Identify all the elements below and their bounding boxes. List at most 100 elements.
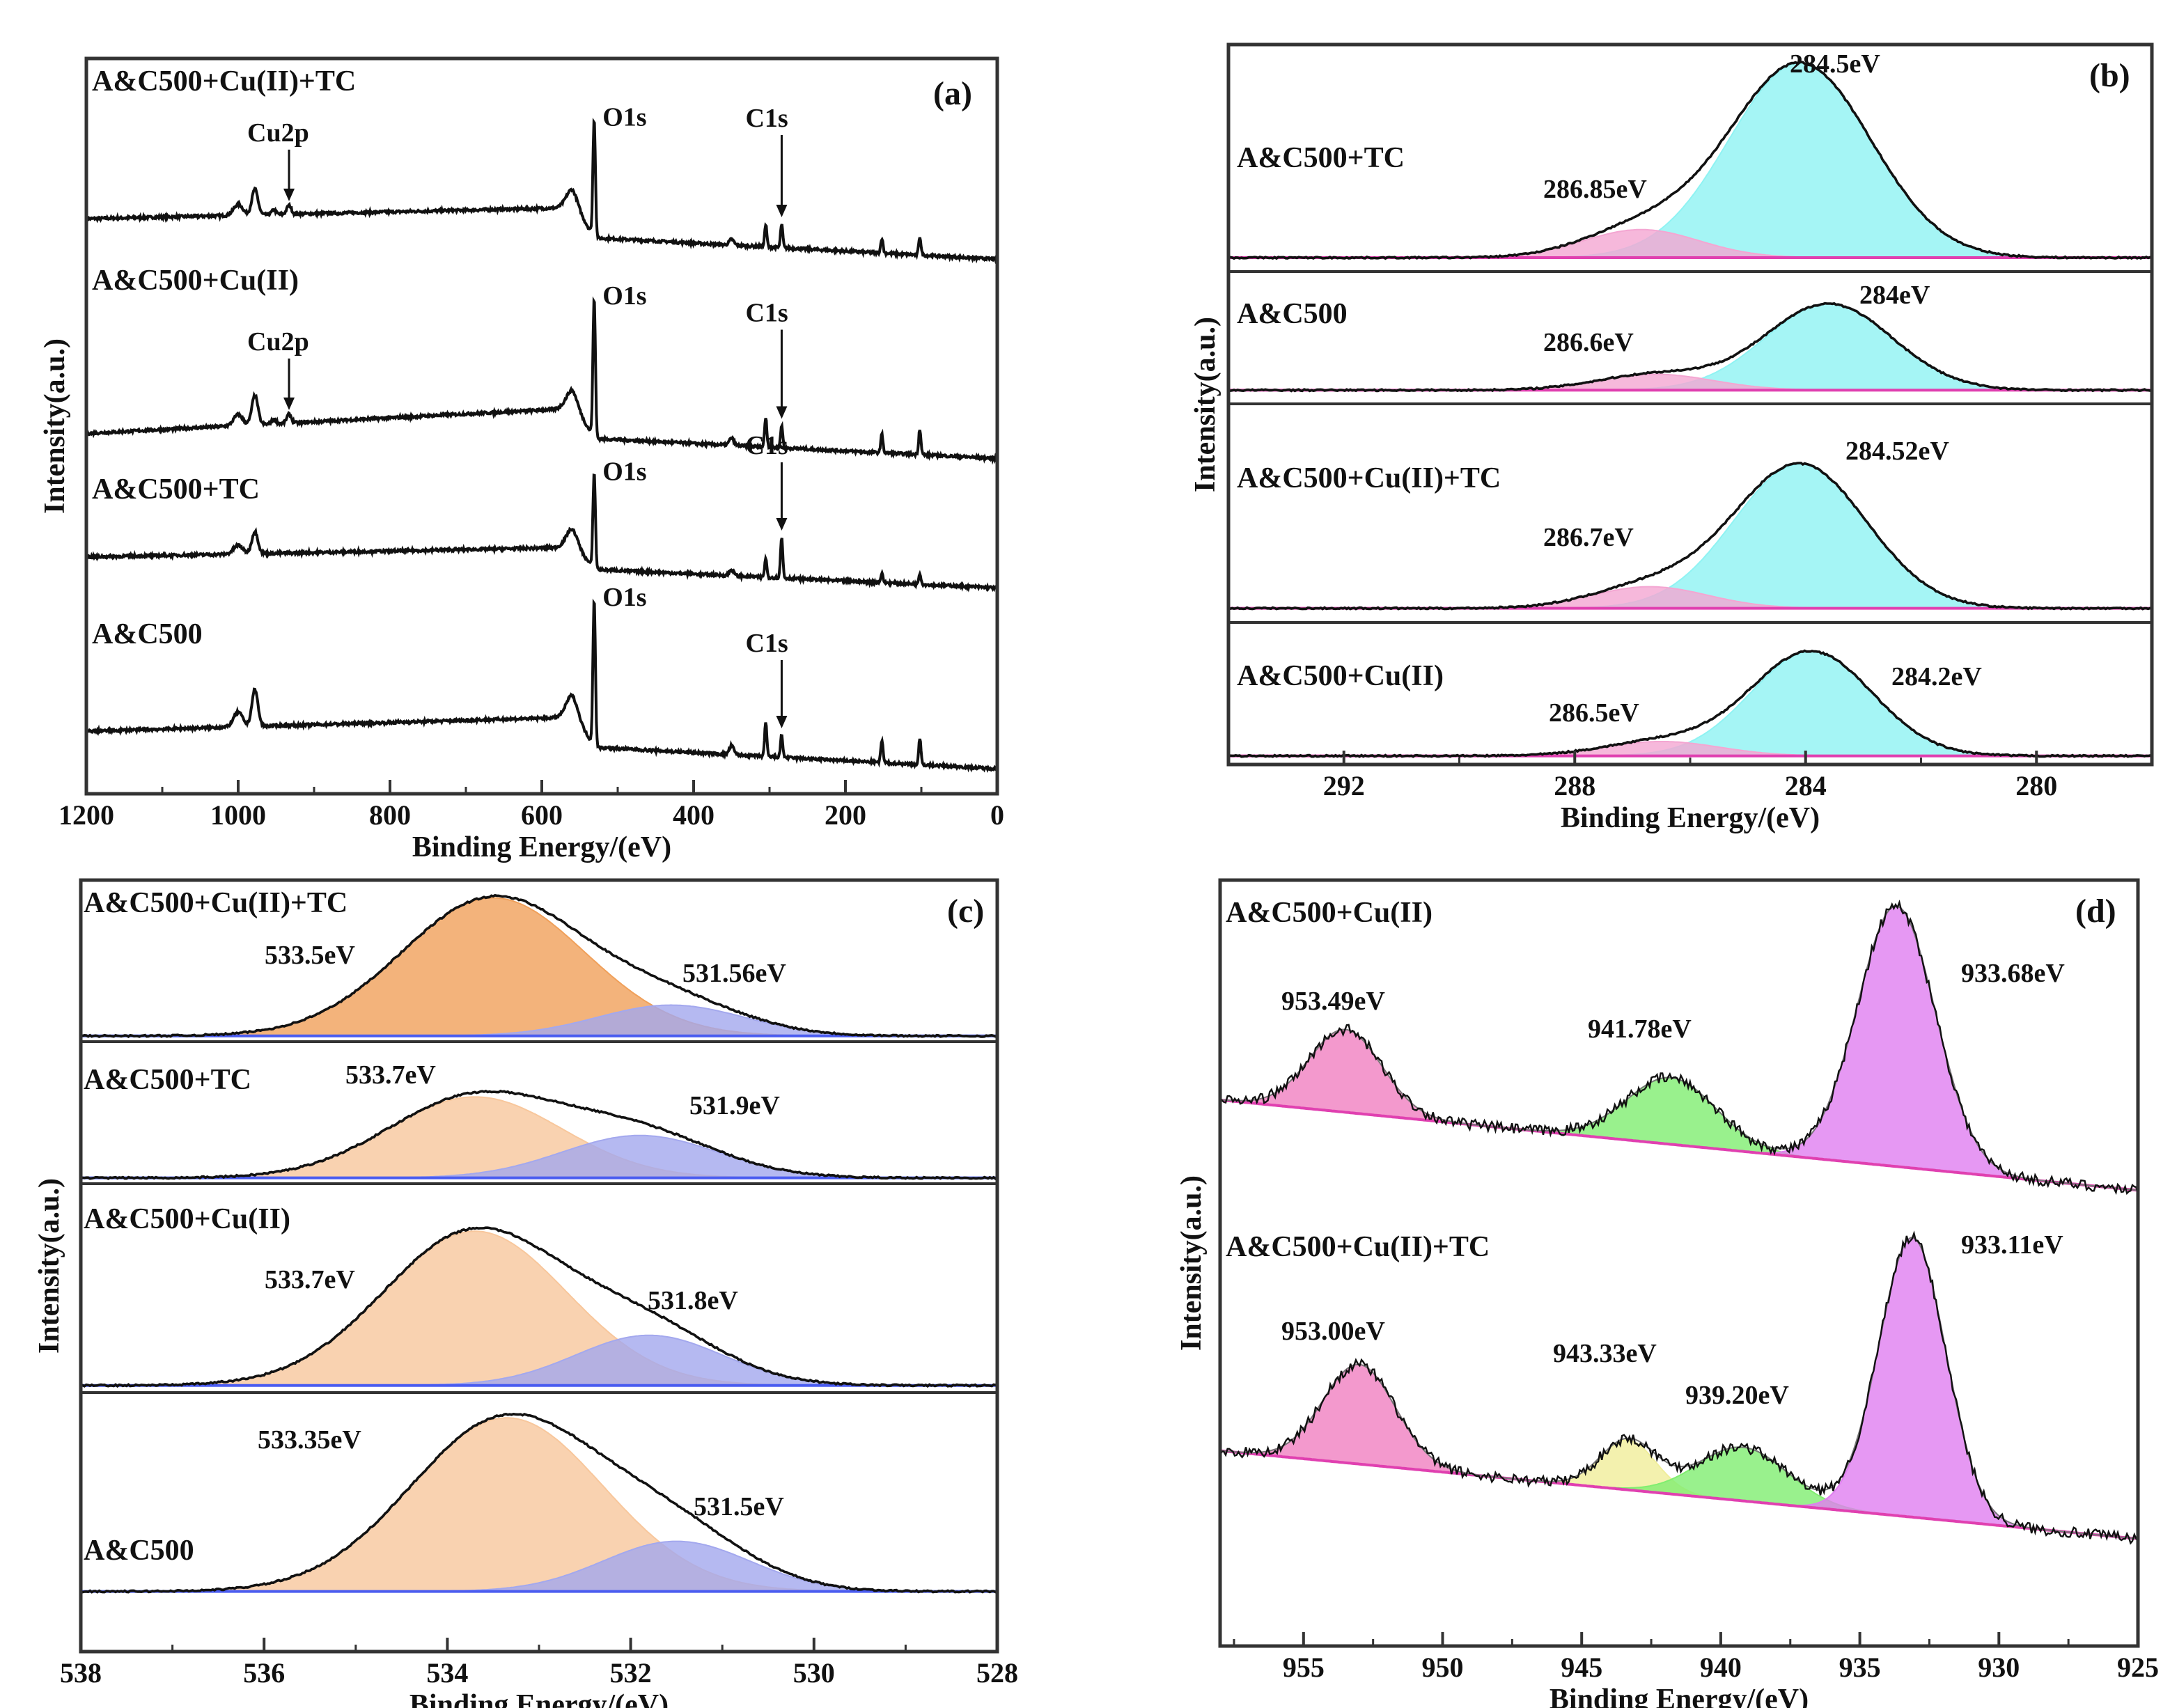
sample-label: A&C500+Cu(II)	[92, 265, 299, 297]
raw-spectrum-line	[1228, 61, 2153, 260]
o1s-label: O1s	[602, 103, 646, 132]
c1s-label: C1s	[745, 431, 788, 460]
baseline-line	[1219, 1449, 2139, 1540]
peak-label: 286.6eV	[1543, 328, 1634, 357]
x-tick-label: 400	[673, 799, 715, 831]
x-tick-label: 532	[610, 1657, 652, 1689]
x-axis-label: Binding Energy/(eV)	[412, 831, 671, 863]
peak-label: 533.7eV	[345, 1060, 436, 1090]
peak-label: 953.00eV	[1281, 1317, 1385, 1346]
series-3: O1s C1s A&C500	[85, 583, 998, 773]
plot-frame	[1218, 878, 2140, 1648]
sample-label: A&C500+Cu(II)	[1226, 897, 1433, 929]
panel-label: (d)	[2075, 893, 2116, 930]
cu2p-arrowhead	[283, 188, 295, 201]
series-1: 953.00eV 943.33eV 939.20eV 933.11eV A&C500+C…	[1219, 1230, 2139, 1545]
c1s-label: C1s	[745, 104, 788, 133]
sample-label: A&C500+TC	[1237, 142, 1405, 174]
x-tick-label: 528	[976, 1657, 1018, 1689]
sample-label: A&C500	[84, 1535, 194, 1567]
c1s-arrowhead	[776, 406, 788, 419]
peak-label: 284.2eV	[1891, 662, 1982, 691]
sample-label: A&C500+Cu(II)	[1237, 660, 1444, 692]
panel-label: (a)	[933, 75, 972, 112]
sample-label: A&C500+Cu(II)+TC	[1237, 462, 1501, 494]
sample-label: A&C500	[92, 618, 203, 650]
peak-label: 284.52eV	[1845, 437, 1949, 466]
x-tick-label: 950	[1422, 1652, 1464, 1683]
x-tick-label: 534	[426, 1657, 468, 1689]
x-tick-label: 284	[1785, 770, 1827, 801]
sample-label: A&C500+Cu(II)	[84, 1203, 290, 1235]
raw-spectrum-line	[1228, 462, 2152, 611]
series-0: 533.5eV 531.56eV A&C500+Cu(II)+TC	[80, 887, 998, 1038]
y-axis-label: Intensity(a.u.)	[1189, 317, 1221, 492]
series-0: 284.5eV 286.85eV A&C500+TC	[1228, 49, 2153, 260]
series-1: 284eV 286.6eV A&C500	[1228, 281, 2153, 393]
series-3: 533.35eV 531.5eV A&C500	[81, 1412, 998, 1594]
raw-spectrum-line	[1219, 899, 2139, 1196]
x-tick-label: 945	[1561, 1652, 1602, 1683]
c1s-label: C1s	[745, 298, 788, 327]
sample-label: A&C500+TC	[84, 1064, 251, 1096]
spectrum-line	[85, 296, 999, 465]
spectrum-line	[85, 598, 998, 773]
series-3: 284.2eV 286.5eV A&C500+Cu(II)	[1228, 649, 2153, 758]
raw-spectrum-line	[1228, 649, 2153, 758]
y-axis-label: Intensity(a.u.)	[39, 338, 71, 514]
x-tick-label: 292	[1323, 770, 1365, 801]
x-tick-label: 940	[1700, 1652, 1742, 1683]
c1s-label: C1s	[745, 629, 788, 658]
sample-label: A&C500+Cu(II)+TC	[84, 887, 348, 919]
o1s-label: O1s	[602, 457, 646, 487]
x-tick-label: 800	[369, 799, 411, 831]
raw-spectrum-line	[80, 1090, 999, 1181]
peak-label: 531.9eV	[689, 1091, 780, 1120]
x-tick-label: 536	[243, 1657, 285, 1689]
x-tick-label: 200	[825, 799, 866, 831]
sample-label: A&C500	[1237, 298, 1348, 330]
peak-label: 286.7eV	[1543, 523, 1634, 552]
panel-d-cu2p: 953.49eV 941.78eV 933.68eV A&C500+Cu(II) 953…	[1176, 878, 2159, 1708]
peak-label: 939.20eV	[1685, 1381, 1789, 1410]
o1s-label: O1s	[602, 281, 646, 311]
c1s-arrowhead	[776, 205, 788, 218]
o1s-label: O1s	[602, 583, 646, 612]
peak-label: 943.33eV	[1553, 1339, 1657, 1368]
peak-label: 933.68eV	[1961, 959, 2065, 988]
panel-label: (c)	[947, 893, 984, 930]
y-axis-label: Intensity(a.u.)	[33, 1178, 65, 1354]
peak-label: 286.85eV	[1543, 175, 1647, 204]
series-2: 284.52eV 286.7eV A&C500+Cu(II)+TC	[1228, 437, 2152, 611]
peak-label: 284.5eV	[1790, 49, 1880, 79]
cu2p-label: Cu2p	[247, 118, 309, 148]
baseline-line	[1219, 1098, 2139, 1192]
x-axis-label: Binding Energy/(eV)	[409, 1689, 669, 1708]
peak-label: 533.5eV	[265, 941, 355, 970]
peak-label: 533.7eV	[265, 1265, 355, 1294]
series-1: 533.7eV 531.9eV A&C500+TC	[80, 1060, 999, 1181]
sample-label: A&C500+Cu(II)+TC	[1226, 1231, 1490, 1263]
x-tick-label: 930	[1978, 1652, 2020, 1683]
y-axis-label: Intensity(a.u.)	[1176, 1175, 1208, 1351]
x-tick-label: 1200	[58, 799, 114, 831]
raw-spectrum-line	[80, 893, 998, 1038]
spectrum-line	[85, 473, 999, 593]
x-tick-label: 935	[1839, 1652, 1881, 1683]
peak-label: 531.56eV	[682, 959, 786, 988]
cu2p-label: Cu2p	[247, 327, 309, 357]
x-tick-label: 538	[60, 1657, 102, 1689]
cu2p-arrowhead	[283, 397, 295, 410]
spectrum-line	[85, 118, 998, 265]
x-tick-label: 530	[793, 1657, 835, 1689]
x-tick-label: 1000	[210, 799, 266, 831]
x-tick-label: 955	[1283, 1652, 1325, 1683]
peak-label: 531.5eV	[694, 1492, 784, 1521]
peak-label: 286.5eV	[1549, 698, 1639, 728]
c1s-arrowhead	[776, 715, 788, 728]
peak-label: 953.49eV	[1281, 987, 1385, 1016]
peak-label: 941.78eV	[1588, 1014, 1692, 1044]
sample-label: A&C500+Cu(II)+TC	[92, 65, 356, 97]
